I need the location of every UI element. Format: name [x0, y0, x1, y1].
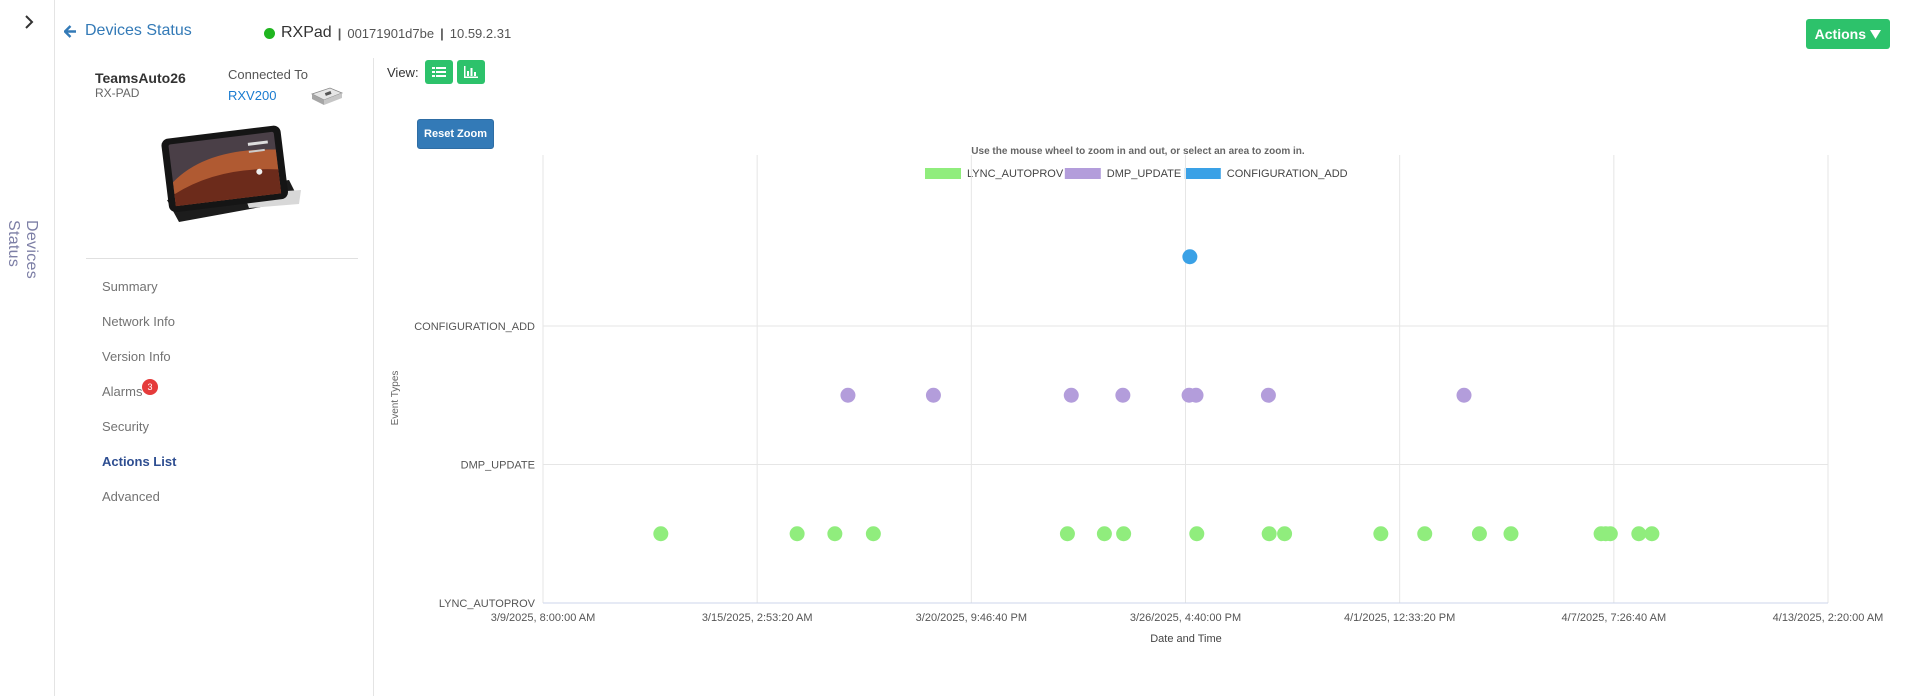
nav-item-label: Security [102, 419, 149, 434]
data-point [1096, 526, 1112, 542]
data-point [1260, 387, 1276, 403]
chevron-right-icon [25, 15, 34, 29]
nav-item-label: Network Info [102, 314, 175, 329]
left-rail: Devices Status [0, 0, 55, 696]
y-axis-label: Event Types [390, 371, 401, 426]
x-axis-ticks: 3/9/2025, 8:00:00 AM 3/15/2025, 2:53:20 A… [491, 612, 1884, 624]
legend-swatch [1184, 168, 1221, 179]
data-point [1063, 387, 1079, 403]
x-tick-label: 4/13/2025, 2:20:00 AM [1773, 612, 1884, 624]
data-point [1471, 526, 1487, 542]
caret-down-icon [1870, 29, 1881, 39]
data-point [1059, 526, 1075, 542]
rail-title: Devices Status [5, 220, 40, 280]
data-point [865, 526, 881, 542]
x-tick-label: 4/1/2025, 12:33:20 PM [1344, 612, 1455, 624]
x-tick-label: 4/7/2025, 7:26:40 AM [1562, 612, 1667, 624]
expand-sidebar-button[interactable] [18, 10, 40, 34]
data-point [1417, 526, 1433, 542]
data-point [1644, 526, 1660, 542]
view-toggle-group: View: [387, 60, 485, 84]
nav-item-version-info[interactable]: Version Info [102, 338, 342, 373]
chart-grid [542, 155, 1829, 604]
device-nav: Summary Network Info Version Info Alarms… [102, 268, 342, 513]
data-point [925, 387, 941, 403]
y-tick-label: LYNC_AUTOPROV [439, 598, 536, 610]
back-link-label: Devices Status [85, 22, 192, 39]
x-axis-label: Date and Time [1150, 633, 1222, 645]
connected-device-link[interactable]: RXV200 [228, 88, 277, 103]
bar-chart-icon [463, 66, 478, 78]
device-title: RXPad [281, 24, 332, 41]
chart-points [653, 249, 1660, 542]
nav-item-advanced[interactable]: Advanced [102, 478, 342, 513]
alarm-count-badge: 3 [142, 379, 158, 395]
chart-legend: LYNC_AUTOPROV DMP_UPDATE CONFIGURATION_ADD [925, 168, 1348, 180]
data-point [1631, 526, 1647, 542]
y-axis-ticks: LYNC_AUTOPROV DMP_UPDATE CONFIGURATION_ADD [414, 321, 535, 610]
legend-label: DMP_UPDATE [1107, 168, 1181, 180]
data-point [1182, 249, 1198, 265]
x-tick-label: 3/15/2025, 2:53:20 AM [702, 612, 813, 624]
data-point [1373, 526, 1389, 542]
data-point [1277, 526, 1293, 542]
device-header: RXPad | 00171901d7be | 10.59.2.31 [264, 24, 511, 42]
data-point [1503, 526, 1519, 542]
view-label: View: [387, 64, 419, 80]
legend-label: CONFIGURATION_ADD [1227, 168, 1348, 180]
online-status-icon [264, 27, 275, 39]
device-panel: TeamsAuto26 RX-PAD Connected To RXV200 S… [54, 58, 374, 696]
connected-to-label: Connected To [228, 67, 308, 82]
nav-item-label: Advanced [102, 489, 160, 504]
legend-label: LYNC_AUTOPROV [967, 168, 1064, 180]
legend-swatch [925, 168, 961, 179]
device-name: TeamsAuto26 [95, 70, 186, 86]
data-point [1188, 387, 1204, 403]
y-tick-label: DMP_UPDATE [461, 460, 535, 472]
nav-item-label: Version Info [102, 349, 171, 364]
nav-item-summary[interactable]: Summary [102, 268, 342, 303]
top-bar: Devices Status RXPad | 00171901d7be | 10… [54, 0, 1916, 66]
device-image [161, 125, 301, 222]
nav-item-label: Alarms [102, 384, 143, 399]
arrow-left-icon [64, 24, 76, 38]
data-point [840, 387, 856, 403]
actions-dropdown-button[interactable]: Actions [1805, 19, 1890, 49]
back-to-devices-status-link[interactable]: Devices Status [64, 22, 192, 40]
device-mac: 00171901d7be [347, 25, 435, 41]
nav-item-alarms[interactable]: Alarms 3 [102, 373, 342, 408]
list-view-button[interactable] [424, 60, 453, 84]
nav-item-label: Summary [102, 279, 158, 294]
legend-swatch [1064, 168, 1101, 179]
panel-divider [86, 258, 358, 259]
x-tick-label: 3/20/2025, 9:46:40 PM [916, 612, 1027, 624]
data-point [653, 526, 669, 542]
y-tick-label: CONFIGURATION_ADD [414, 321, 535, 333]
nav-item-label: Actions List [102, 454, 177, 469]
nav-item-security[interactable]: Security [102, 408, 342, 443]
data-point [1602, 526, 1618, 542]
separator: | [337, 25, 342, 41]
separator: | [440, 25, 444, 41]
x-tick-label: 3/9/2025, 8:00:00 AM [491, 612, 596, 624]
device-model: RX-PAD [95, 86, 140, 100]
rxv200-device-icon [310, 87, 344, 105]
device-ip: 10.59.2.31 [449, 25, 512, 41]
data-point [789, 526, 805, 542]
data-point [827, 526, 843, 542]
data-point [1456, 387, 1472, 403]
data-point [1189, 526, 1205, 542]
list-icon [431, 67, 446, 77]
actions-label: Actions [1814, 26, 1866, 42]
chart-view-button[interactable] [456, 60, 485, 84]
event-scatter-chart[interactable]: Use the mouse wheel to zoom in and out, … [380, 140, 1910, 660]
x-tick-label: 3/26/2025, 4:40:00 PM [1130, 612, 1241, 624]
nav-item-network-info[interactable]: Network Info [102, 303, 342, 338]
nav-item-actions-list[interactable]: Actions List [102, 443, 342, 478]
data-point [1116, 526, 1132, 542]
chart-subtitle: Use the mouse wheel to zoom in and out, … [971, 146, 1305, 157]
data-point [1115, 387, 1131, 403]
reset-zoom-button[interactable]: Reset Zoom [417, 119, 494, 149]
data-point [1261, 526, 1277, 542]
